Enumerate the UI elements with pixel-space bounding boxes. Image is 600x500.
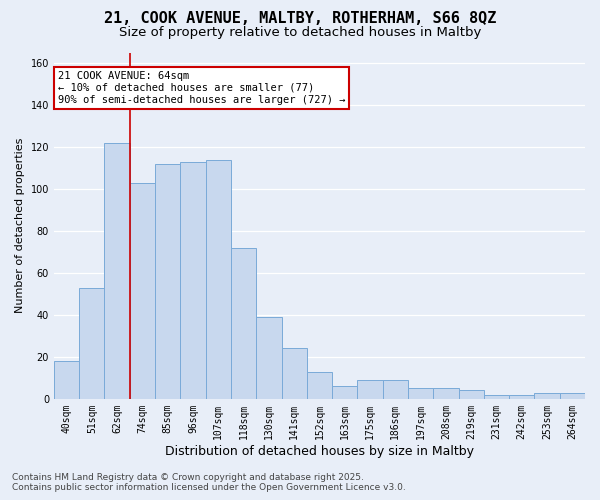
Text: Size of property relative to detached houses in Maltby: Size of property relative to detached ho… xyxy=(119,26,481,39)
Text: 21 COOK AVENUE: 64sqm
← 10% of detached houses are smaller (77)
90% of semi-deta: 21 COOK AVENUE: 64sqm ← 10% of detached … xyxy=(58,72,345,104)
Bar xyxy=(307,372,332,399)
Bar xyxy=(155,164,181,399)
Text: Contains HM Land Registry data © Crown copyright and database right 2025.
Contai: Contains HM Land Registry data © Crown c… xyxy=(12,473,406,492)
X-axis label: Distribution of detached houses by size in Maltby: Distribution of detached houses by size … xyxy=(165,444,474,458)
Bar xyxy=(181,162,206,399)
Bar xyxy=(535,392,560,399)
Bar xyxy=(332,386,358,399)
Bar xyxy=(484,394,509,399)
Bar xyxy=(358,380,383,399)
Bar xyxy=(256,317,281,399)
Bar xyxy=(433,388,458,399)
Text: 21, COOK AVENUE, MALTBY, ROTHERHAM, S66 8QZ: 21, COOK AVENUE, MALTBY, ROTHERHAM, S66 … xyxy=(104,11,496,26)
Y-axis label: Number of detached properties: Number of detached properties xyxy=(15,138,25,314)
Bar xyxy=(104,143,130,399)
Bar xyxy=(458,390,484,399)
Bar xyxy=(281,348,307,399)
Bar xyxy=(383,380,408,399)
Bar xyxy=(130,182,155,399)
Bar xyxy=(509,394,535,399)
Bar xyxy=(408,388,433,399)
Bar xyxy=(206,160,231,399)
Bar xyxy=(560,392,585,399)
Bar xyxy=(79,288,104,399)
Bar xyxy=(231,248,256,399)
Bar xyxy=(54,361,79,399)
